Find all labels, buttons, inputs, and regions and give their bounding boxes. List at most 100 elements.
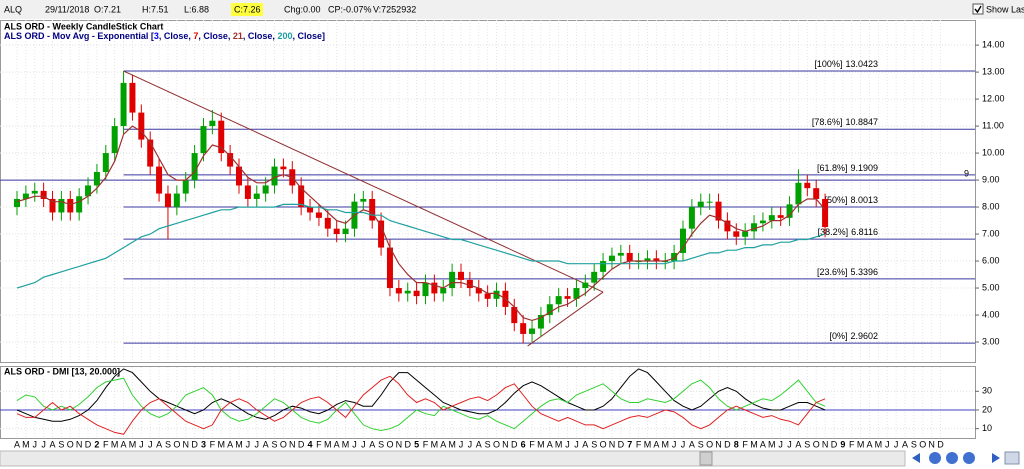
- zoom-in[interactable]: [946, 452, 958, 464]
- zoom-fit[interactable]: [963, 452, 975, 464]
- candle-body: [795, 182, 802, 205]
- candle-body: [378, 220, 385, 248]
- x-tick-label: D: [937, 439, 944, 449]
- show-last-checkbox[interactable]: [972, 3, 984, 15]
- fib-level: [0%]: [829, 331, 847, 341]
- moving-average: [16, 203, 826, 289]
- fib-value: 6.8116: [851, 228, 878, 238]
- candle-body: [653, 258, 660, 262]
- x-tick-label: J: [787, 439, 792, 449]
- candle-body: [138, 112, 145, 140]
- candle-body: [271, 166, 278, 186]
- x-tick-label: M: [661, 439, 669, 449]
- candle-body: [688, 207, 695, 229]
- x-tick-label: D: [511, 439, 518, 449]
- candle-body: [209, 120, 216, 127]
- x-tick-label: 5: [414, 439, 419, 449]
- x-tick-label: J: [672, 439, 677, 449]
- legend-part: , Close]: [292, 31, 325, 41]
- x-tick-label: J: [148, 439, 153, 449]
- fib-level: [100%]: [814, 59, 842, 69]
- candle-body: [40, 190, 47, 199]
- candle-body: [724, 220, 731, 232]
- x-tick-label: S: [804, 439, 810, 449]
- high: H:7.51: [142, 4, 169, 14]
- x-tick-label: S: [272, 439, 278, 449]
- fib-level: [23.6%]: [817, 267, 848, 277]
- x-tick-label: J: [255, 439, 260, 449]
- candle-body: [244, 185, 251, 199]
- open: O:7.21: [94, 4, 121, 14]
- candle-body: [111, 126, 118, 154]
- x-tick-label: J: [352, 439, 357, 449]
- candle-body: [564, 296, 571, 299]
- x-tick-label: S: [165, 439, 171, 449]
- x-tick-label: M: [644, 439, 652, 449]
- candle-body: [102, 153, 109, 172]
- settings-button[interactable]: [1004, 451, 1020, 465]
- x-tick-label: O: [173, 439, 180, 449]
- x-tick-label: A: [50, 439, 56, 449]
- scrollbar[interactable]: [0, 450, 906, 467]
- x-tick-label: D: [618, 439, 625, 449]
- y-tick-label: 9.00: [982, 174, 1000, 184]
- trend-line: [123, 70, 604, 293]
- x-tick-label: J: [139, 439, 144, 449]
- candle-body: [537, 315, 544, 329]
- candle-body: [22, 193, 29, 199]
- y-tick-label: 3.00: [982, 336, 1000, 346]
- fib-label: [100%] 13.0423: [814, 59, 878, 69]
- x-tick-label: S: [378, 439, 384, 449]
- x-tick-label: A: [582, 439, 588, 449]
- y-tick-label: 10: [982, 423, 992, 433]
- legend-part: , Close,: [243, 31, 278, 41]
- x-tick-label: M: [342, 439, 350, 449]
- candle-body: [786, 204, 793, 218]
- x-tick-label: O: [706, 439, 713, 449]
- candle-body: [315, 212, 322, 218]
- scroll-right[interactable]: [992, 453, 1000, 463]
- x-tick-label: F: [742, 439, 748, 449]
- x-tick-label: M: [448, 439, 456, 449]
- x-tick-label: J: [885, 439, 890, 449]
- x-tick-label: O: [919, 439, 926, 449]
- show-last-label[interactable]: Show Last: [986, 4, 1024, 14]
- candle-body: [280, 166, 287, 170]
- moving-average: [16, 125, 826, 322]
- fib-label: [50%] 8.0013: [824, 195, 878, 205]
- zoom-out[interactable]: [929, 452, 941, 464]
- fib-level: [78.6%]: [812, 118, 843, 128]
- x-tick-label: N: [715, 439, 722, 449]
- candle-body: [520, 323, 527, 334]
- candle-body: [768, 215, 775, 221]
- trend-line: [527, 291, 604, 347]
- x-tick-label: O: [386, 439, 393, 449]
- x-tick-label: N: [928, 439, 935, 449]
- ema-legend: ALS ORD - Mov Avg - Exponential [3, Clos…: [4, 31, 325, 41]
- candle-body: [671, 252, 678, 262]
- scroll-thumb[interactable]: [699, 451, 713, 466]
- x-tick-label: S: [485, 439, 491, 449]
- y-tick-label: 5.00: [982, 282, 1000, 292]
- x-tick-label: N: [76, 439, 83, 449]
- candle-body: [680, 228, 686, 253]
- fib-level: [50%]: [824, 195, 847, 205]
- x-tick-label: M: [875, 439, 883, 449]
- candle-body: [440, 288, 447, 294]
- candle-body: [617, 252, 624, 256]
- x-tick-label: J: [246, 439, 251, 449]
- x-tick-label: M: [857, 439, 865, 449]
- candle-body: [458, 271, 464, 280]
- x-tick-label: M: [324, 439, 332, 449]
- y-tick-label: 7.00: [982, 228, 1000, 238]
- x-tick-label: O: [493, 439, 500, 449]
- x-tick-label: M: [555, 439, 563, 449]
- scroll-left[interactable]: [912, 453, 920, 463]
- x-tick-label: 8: [734, 439, 739, 449]
- candle-body: [76, 196, 83, 213]
- x-tick-label: 2: [94, 439, 99, 449]
- y-tick-label: 20: [982, 404, 992, 414]
- x-tick-label: M: [431, 439, 439, 449]
- candle-body: [546, 304, 553, 316]
